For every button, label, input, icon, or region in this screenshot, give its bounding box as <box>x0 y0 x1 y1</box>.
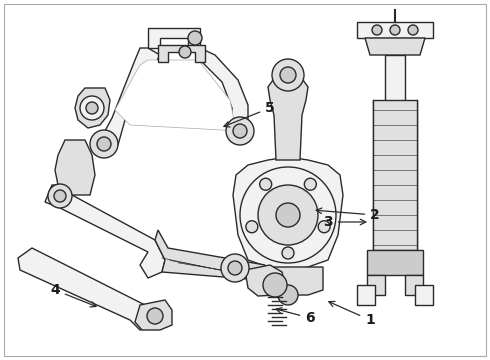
Polygon shape <box>155 230 265 280</box>
Circle shape <box>86 102 98 114</box>
Polygon shape <box>192 48 248 135</box>
Circle shape <box>233 124 247 138</box>
Circle shape <box>97 137 111 151</box>
Text: 3: 3 <box>323 215 366 229</box>
Circle shape <box>278 285 298 305</box>
Circle shape <box>263 273 287 297</box>
Polygon shape <box>45 185 165 278</box>
Polygon shape <box>373 100 417 250</box>
Polygon shape <box>135 300 172 330</box>
Circle shape <box>280 67 296 83</box>
Polygon shape <box>245 265 285 296</box>
Circle shape <box>221 254 249 282</box>
Text: 2: 2 <box>316 208 380 222</box>
Circle shape <box>318 221 330 233</box>
Polygon shape <box>18 248 155 330</box>
Polygon shape <box>75 88 110 128</box>
Polygon shape <box>365 38 425 55</box>
Circle shape <box>147 308 163 324</box>
Polygon shape <box>158 45 205 62</box>
Polygon shape <box>357 285 375 305</box>
Circle shape <box>226 117 254 145</box>
Polygon shape <box>415 285 433 305</box>
Polygon shape <box>233 157 343 270</box>
Circle shape <box>48 184 72 208</box>
Circle shape <box>240 167 336 263</box>
Polygon shape <box>268 75 308 160</box>
Polygon shape <box>148 28 200 48</box>
Text: 6: 6 <box>276 308 315 325</box>
Polygon shape <box>55 140 95 195</box>
Circle shape <box>228 261 242 275</box>
Circle shape <box>390 25 400 35</box>
Circle shape <box>372 25 382 35</box>
Polygon shape <box>100 48 160 148</box>
Circle shape <box>90 130 118 158</box>
Circle shape <box>276 203 300 227</box>
Circle shape <box>54 190 66 202</box>
Circle shape <box>304 178 317 190</box>
Circle shape <box>246 221 258 233</box>
Polygon shape <box>253 267 323 295</box>
Text: 1: 1 <box>329 301 375 327</box>
Circle shape <box>188 31 202 45</box>
Polygon shape <box>385 55 405 105</box>
Text: 4: 4 <box>50 283 96 307</box>
Polygon shape <box>367 250 423 275</box>
Polygon shape <box>405 275 423 295</box>
Circle shape <box>408 25 418 35</box>
Text: 5: 5 <box>224 101 275 127</box>
Circle shape <box>260 178 271 190</box>
Polygon shape <box>115 60 240 131</box>
Circle shape <box>258 185 318 245</box>
Circle shape <box>282 247 294 259</box>
Polygon shape <box>357 22 433 38</box>
Circle shape <box>179 46 191 58</box>
Circle shape <box>80 96 104 120</box>
Polygon shape <box>367 275 385 295</box>
Circle shape <box>272 59 304 91</box>
